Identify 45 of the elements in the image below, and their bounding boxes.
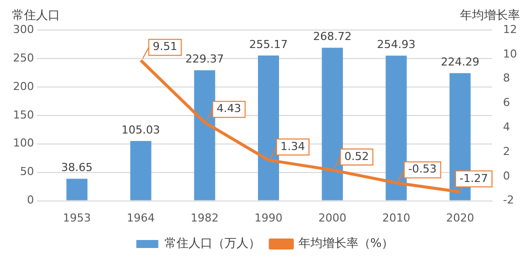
x-tick-label: 1964 <box>126 211 155 224</box>
data-label: 105.03 <box>122 123 160 136</box>
y-tick-label: 100 <box>12 136 34 150</box>
bar <box>322 48 343 200</box>
x-tick-label: 1982 <box>190 211 219 224</box>
data-label: 255.17 <box>249 38 288 51</box>
y2-tick-label: 0 <box>503 169 510 182</box>
x-tick-label: 2020 <box>446 211 474 224</box>
data-label: 0.52 <box>344 150 369 163</box>
y2-axis-title: 年均增长率 <box>460 8 520 22</box>
y-tick-label: 150 <box>12 108 34 122</box>
data-label: 4.43 <box>216 102 242 116</box>
data-label: -0.53 <box>408 162 437 176</box>
data-label: 9.51 <box>152 40 178 54</box>
bar <box>130 141 152 200</box>
x-tick-label: 2010 <box>382 211 410 224</box>
data-label: 268.72 <box>313 30 352 44</box>
y-tick-label: 0 <box>26 194 34 207</box>
y2-tick-label: 8 <box>503 72 510 85</box>
data-label: 38.65 <box>61 161 93 174</box>
bar <box>66 178 88 200</box>
data-label: 1.34 <box>280 140 305 153</box>
x-tick-label: 1953 <box>62 211 91 224</box>
bar <box>258 56 280 200</box>
x-tick-label: 1990 <box>254 211 282 224</box>
y2-tick-label: 12 <box>503 22 518 36</box>
y2-tick-label: 10 <box>503 47 518 60</box>
y-tick-label: 50 <box>20 165 34 178</box>
legend-label: 年均增长率（%） <box>298 236 394 250</box>
data-label: 229.37 <box>185 52 224 66</box>
y2-tick-label: 6 <box>503 96 510 110</box>
y2-tick-label: 2 <box>503 144 510 158</box>
x-tick-label: 2000 <box>318 211 346 224</box>
y-tick-label: 200 <box>12 80 34 93</box>
y2-tick-label: -2 <box>503 194 514 207</box>
y2-tick-label: 4 <box>503 120 510 134</box>
bar <box>386 56 407 200</box>
y-tick-label: 300 <box>12 22 34 36</box>
data-label: 254.93 <box>376 38 416 52</box>
legend-label: 常住人口（万人） <box>164 236 260 250</box>
data-label: -1.27 <box>460 172 488 185</box>
y-tick-label: 250 <box>12 51 34 64</box>
y-axis-title: 常住人口 <box>12 8 60 22</box>
data-label: 224.29 <box>440 55 480 68</box>
bar <box>194 70 216 200</box>
